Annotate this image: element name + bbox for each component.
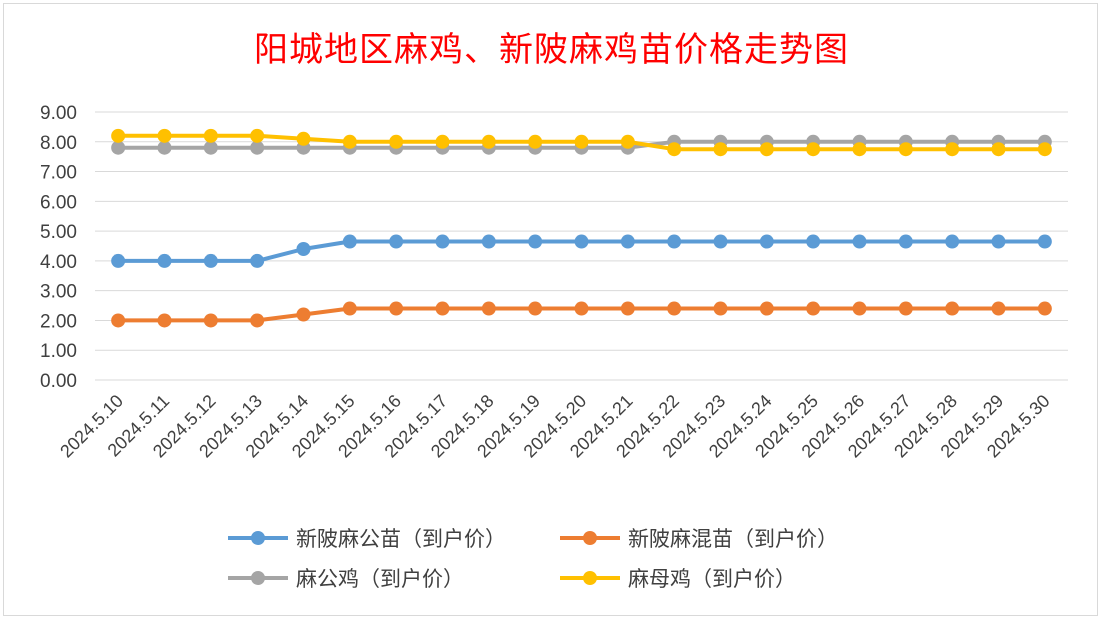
data-point — [389, 134, 404, 149]
data-point — [759, 234, 774, 249]
data-point — [852, 142, 867, 157]
data-point — [1037, 234, 1052, 249]
data-point — [528, 301, 543, 316]
data-point — [111, 253, 126, 268]
data-point — [806, 234, 821, 249]
data-point — [620, 301, 635, 316]
legend-label: 新陂麻混苗（到户价） — [628, 527, 838, 551]
data-point — [389, 301, 404, 316]
data-point — [667, 234, 682, 249]
y-tick-label: 3.00 — [40, 282, 77, 303]
data-point — [250, 313, 265, 328]
data-point — [945, 142, 960, 157]
y-tick-label: 4.00 — [40, 252, 77, 273]
data-point — [157, 128, 172, 143]
data-point — [528, 134, 543, 149]
data-point — [435, 234, 450, 249]
data-point — [342, 234, 357, 249]
data-point — [852, 234, 867, 249]
data-point — [574, 134, 589, 149]
data-point — [574, 301, 589, 316]
data-point — [435, 301, 450, 316]
data-point — [435, 134, 450, 149]
legend-swatch-marker — [251, 571, 265, 585]
data-point — [852, 301, 867, 316]
data-point — [342, 134, 357, 149]
data-point — [945, 234, 960, 249]
data-point — [991, 301, 1006, 316]
legend-item: 新陂麻公苗（到户价） — [228, 527, 506, 551]
data-point — [157, 253, 172, 268]
y-tick-label: 9.00 — [40, 103, 77, 124]
data-point — [806, 301, 821, 316]
data-point — [713, 301, 728, 316]
data-point — [1037, 301, 1052, 316]
y-tick-label: 1.00 — [40, 341, 77, 362]
data-point — [898, 234, 913, 249]
data-point — [481, 134, 496, 149]
data-point — [898, 142, 913, 157]
data-point — [945, 301, 960, 316]
legend-swatch-marker — [251, 531, 265, 545]
data-point — [203, 128, 218, 143]
data-point — [574, 234, 589, 249]
data-point — [203, 253, 218, 268]
data-point — [620, 234, 635, 249]
legend-item: 麻母鸡（到户价） — [560, 567, 796, 591]
legend-label: 麻母鸡（到户价） — [628, 567, 796, 591]
y-tick-label: 5.00 — [40, 222, 77, 243]
legend-item: 麻公鸡（到户价） — [228, 567, 464, 591]
series-2 — [111, 301, 1052, 328]
data-point — [667, 301, 682, 316]
data-point — [991, 234, 1006, 249]
data-point — [667, 142, 682, 157]
gridlines — [95, 111, 1068, 381]
data-point — [759, 301, 774, 316]
chart-title: 阳城地区麻鸡、新陂麻鸡苗价格走势图 — [254, 30, 849, 70]
data-point — [528, 234, 543, 249]
data-point — [806, 142, 821, 157]
y-tick-label: 0.00 — [40, 371, 77, 392]
data-point — [898, 301, 913, 316]
y-tick-label: 2.00 — [40, 311, 77, 332]
legend-swatch-marker — [583, 531, 597, 545]
data-point — [250, 128, 265, 143]
data-point — [991, 142, 1006, 157]
data-point — [620, 134, 635, 149]
data-point — [111, 313, 126, 328]
data-point — [203, 140, 218, 155]
y-tick-label: 7.00 — [40, 163, 77, 184]
series-4 — [111, 128, 1052, 157]
data-point — [296, 241, 311, 256]
data-point — [342, 301, 357, 316]
legend-label: 新陂麻公苗（到户价） — [296, 527, 506, 551]
legend-item: 新陂麻混苗（到户价） — [560, 527, 838, 551]
x-axis: 2024.5.102024.5.112024.5.122024.5.132024… — [56, 391, 1053, 462]
data-point — [111, 140, 126, 155]
legend: 新陂麻公苗（到户价） 新陂麻混苗（到户价） 麻公鸡（到户价） 麻母鸡（到户价） — [228, 527, 838, 591]
data-point — [481, 301, 496, 316]
data-point — [111, 128, 126, 143]
legend-label: 麻公鸡（到户价） — [296, 567, 464, 591]
data-point — [250, 253, 265, 268]
y-tick-label: 6.00 — [40, 192, 77, 213]
data-point — [481, 234, 496, 249]
y-axis: 0.00 1.00 2.00 3.00 4.00 5.00 6.00 7.00 8.00 9.00 — [40, 103, 77, 392]
data-point — [296, 307, 311, 322]
data-point — [296, 131, 311, 146]
data-point — [157, 140, 172, 155]
data-point — [713, 234, 728, 249]
data-point — [250, 140, 265, 155]
data-point — [203, 313, 218, 328]
data-point — [759, 142, 774, 157]
series-1 — [111, 234, 1052, 268]
series-layer — [111, 128, 1052, 328]
data-point — [1037, 142, 1052, 157]
data-point — [713, 142, 728, 157]
legend-swatch-marker — [583, 571, 597, 585]
y-tick-label: 8.00 — [40, 133, 77, 154]
data-point — [389, 234, 404, 249]
data-point — [157, 313, 172, 328]
